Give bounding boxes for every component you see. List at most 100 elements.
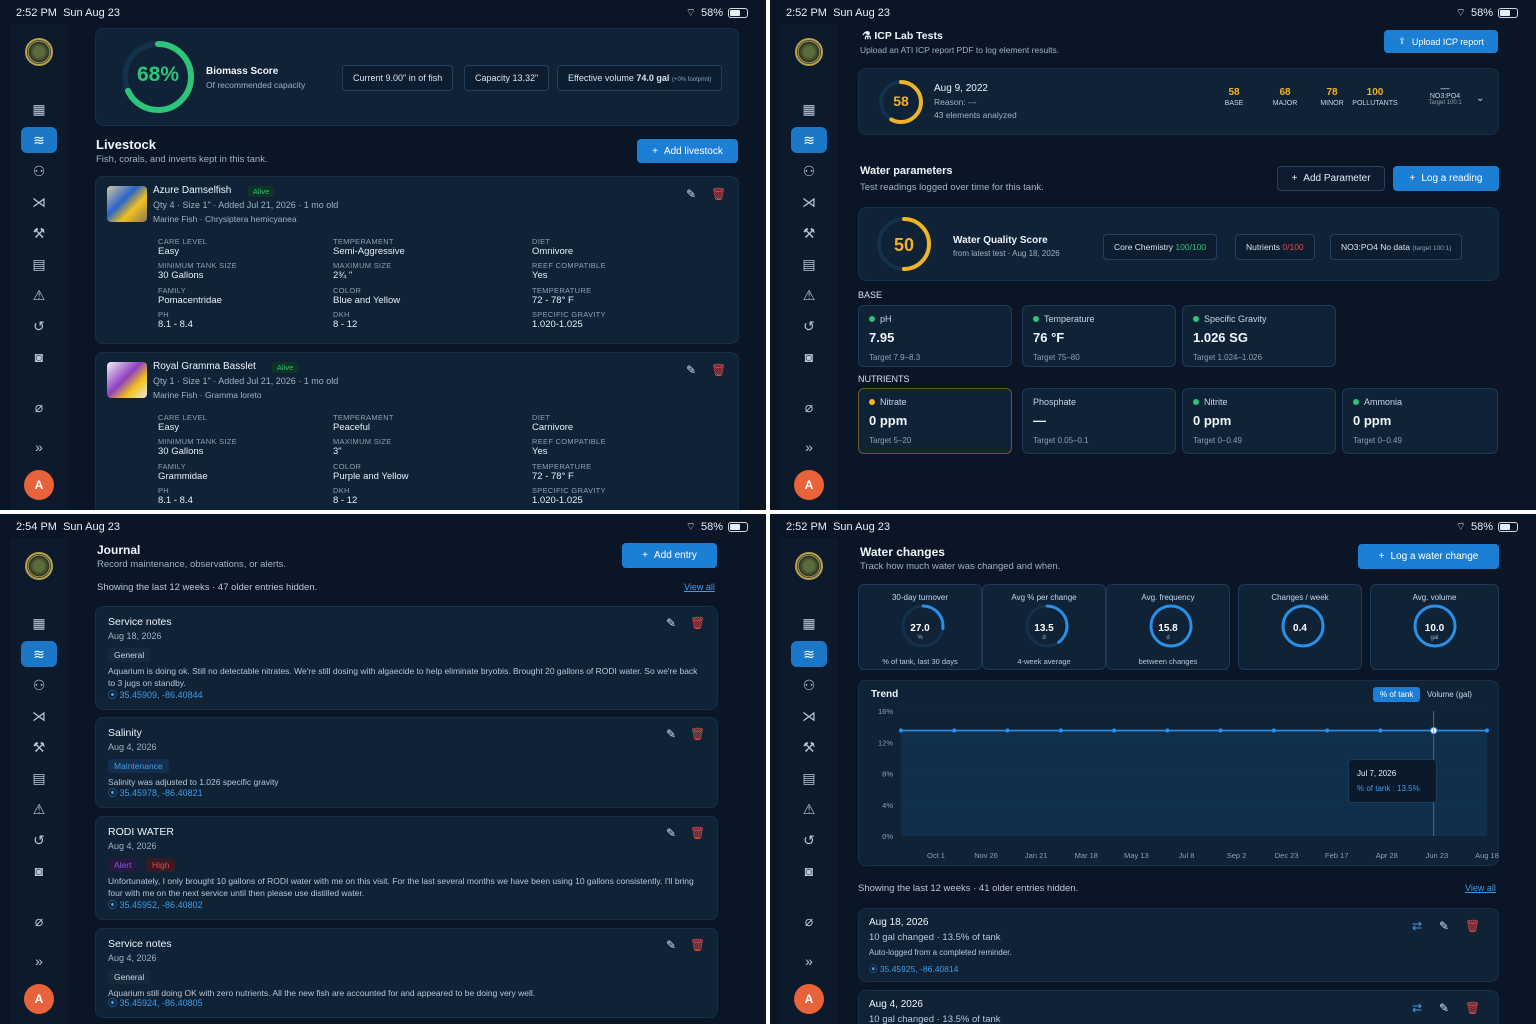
- nav-clipboard[interactable]: ▤: [21, 251, 57, 277]
- journal-entry[interactable]: Service notes Aug 18, 2026 General Aquarium…: [95, 606, 718, 710]
- trash-icon[interactable]: 🗑: [690, 826, 706, 840]
- nav-wrench[interactable]: ⚒: [21, 220, 57, 246]
- trash-icon[interactable]: 🗑: [711, 187, 727, 201]
- nav-fish[interactable]: ⋊: [791, 703, 827, 729]
- data-point[interactable]: [1484, 728, 1490, 733]
- nav-alert[interactable]: ⚠: [21, 796, 57, 822]
- data-point[interactable]: [898, 728, 904, 733]
- nav-alert[interactable]: ⚠: [791, 796, 827, 822]
- nav-wrench[interactable]: ⚒: [791, 734, 827, 760]
- journal-entry[interactable]: Service notes Aug 4, 2026 General Aquarium …: [95, 928, 718, 1018]
- expand-nav-button[interactable]: »: [35, 953, 43, 969]
- edit-icon[interactable]: ✎: [1439, 1001, 1450, 1015]
- user-avatar[interactable]: A: [794, 984, 824, 1014]
- nav-history[interactable]: ↺: [21, 827, 57, 853]
- water-change-entry[interactable]: Aug 4, 2026 10 gal changed · 13.5% of tan…: [858, 990, 1499, 1024]
- nav-waves[interactable]: ≋: [791, 641, 827, 667]
- app-logo[interactable]: [25, 38, 53, 66]
- nav-dashboard[interactable]: ▦: [21, 610, 57, 636]
- journal-entry[interactable]: Salinity Aug 4, 2026 Maintenance Salinity w…: [95, 717, 718, 808]
- upload-icp-button[interactable]: ⇪ Upload ICP report: [1384, 30, 1498, 53]
- trash-icon[interactable]: 🗑: [690, 727, 706, 741]
- log-water-change-button[interactable]: + Log a water change: [1358, 544, 1499, 569]
- data-point[interactable]: [1325, 728, 1330, 733]
- nav-fish[interactable]: ⋊: [791, 189, 827, 215]
- data-point[interactable]: [1111, 728, 1117, 733]
- parameter-tile[interactable]: Temperature 76 °F Target 75–80: [1022, 305, 1176, 367]
- user-avatar[interactable]: A: [794, 470, 824, 500]
- parameter-tile[interactable]: Specific Gravity 1.026 SG Target 1.024–1.0…: [1182, 305, 1336, 367]
- edit-icon[interactable]: ✎: [686, 187, 697, 201]
- nav-camera[interactable]: ◙: [21, 344, 57, 370]
- entry-location[interactable]: ⦿ 35.45909, -86.40844: [108, 688, 203, 701]
- entry-location[interactable]: ⦿ 35.45925, -86.40814: [869, 963, 958, 975]
- nav-clipboard[interactable]: ▤: [791, 765, 827, 791]
- app-logo[interactable]: [795, 552, 823, 580]
- trash-icon[interactable]: 🗑: [690, 616, 706, 630]
- edit-icon[interactable]: ✎: [666, 616, 677, 630]
- livestock-card[interactable]: Royal Gramma Basslet Alive Qty 1 · Size 1"…: [95, 352, 739, 510]
- nav-waves[interactable]: ≋: [21, 127, 57, 153]
- toggle-percent-tank[interactable]: % of tank: [1373, 687, 1421, 702]
- nav-camera[interactable]: ◙: [791, 858, 827, 884]
- nav-history[interactable]: ↺: [791, 827, 827, 853]
- nav-alert[interactable]: ⚠: [791, 282, 827, 308]
- user-avatar[interactable]: A: [24, 470, 54, 500]
- nav-history[interactable]: ↺: [791, 313, 827, 339]
- journal-view-all-link[interactable]: View all: [684, 582, 715, 592]
- nav-camera[interactable]: ◙: [21, 858, 57, 884]
- nav-users[interactable]: ⚇: [21, 158, 57, 184]
- edit-icon[interactable]: ✎: [686, 363, 697, 377]
- nav-dashboard[interactable]: ▦: [791, 610, 827, 636]
- journal-entry[interactable]: RODI WATER Aug 4, 2026 Alert High Unfortunat…: [95, 816, 718, 920]
- parameter-tile[interactable]: Phosphate — Target 0.05–0.1: [1022, 388, 1176, 454]
- nav-pill[interactable]: ⌀: [21, 394, 57, 420]
- nav-users[interactable]: ⚇: [791, 158, 827, 184]
- add-livestock-button[interactable]: + Add livestock: [637, 139, 738, 163]
- edit-icon[interactable]: ✎: [1439, 919, 1450, 933]
- expand-nav-button[interactable]: »: [35, 439, 43, 455]
- parameter-tile[interactable]: Ammonia 0 ppm Target 0–0.49: [1342, 388, 1498, 454]
- nav-camera[interactable]: ◙: [791, 344, 827, 370]
- nav-dashboard[interactable]: ▦: [21, 96, 57, 122]
- data-point[interactable]: [1058, 728, 1063, 733]
- log-reading-button[interactable]: + Log a reading: [1393, 166, 1499, 191]
- nav-dashboard[interactable]: ▦: [791, 96, 827, 122]
- trash-icon[interactable]: 🗑: [1465, 1001, 1481, 1015]
- app-logo[interactable]: [25, 552, 53, 580]
- water-change-entry[interactable]: Aug 18, 2026 10 gal changed · 13.5% of ta…: [858, 908, 1499, 982]
- nav-clipboard[interactable]: ▤: [21, 765, 57, 791]
- toggle-volume[interactable]: Volume (gal): [1427, 690, 1472, 699]
- nav-users[interactable]: ⚇: [791, 672, 827, 698]
- nav-pill[interactable]: ⌀: [791, 908, 827, 934]
- data-point[interactable]: [1378, 728, 1383, 733]
- user-avatar[interactable]: A: [24, 984, 54, 1014]
- parameter-tile[interactable]: Nitrite 0 ppm Target 0–0.49: [1182, 388, 1336, 454]
- trash-icon[interactable]: 🗑: [711, 363, 727, 377]
- repeat-icon[interactable]: ⇄: [1412, 1001, 1423, 1015]
- entry-location[interactable]: ⦿ 35.45924, -86.40805: [108, 996, 203, 1009]
- nav-waves[interactable]: ≋: [791, 127, 827, 153]
- data-point[interactable]: [1005, 728, 1010, 733]
- add-entry-button[interactable]: + Add entry: [622, 543, 717, 568]
- data-point[interactable]: [952, 728, 957, 733]
- nav-fish[interactable]: ⋊: [21, 703, 57, 729]
- chevron-down-icon[interactable]: ⌄: [1476, 93, 1485, 104]
- nav-pill[interactable]: ⌀: [21, 908, 57, 934]
- add-parameter-button[interactable]: + Add Parameter: [1277, 166, 1385, 191]
- data-point[interactable]: [1271, 728, 1277, 733]
- trash-icon[interactable]: 🗑: [690, 938, 706, 952]
- parameter-tile[interactable]: pH 7.95 Target 7.9–8.3: [858, 305, 1012, 367]
- nav-pill[interactable]: ⌀: [791, 394, 827, 420]
- app-logo[interactable]: [795, 38, 823, 66]
- repeat-icon[interactable]: ⇄: [1412, 919, 1423, 933]
- changes-view-all-link[interactable]: View all: [1465, 883, 1496, 893]
- nav-clipboard[interactable]: ▤: [791, 251, 827, 277]
- edit-icon[interactable]: ✎: [666, 727, 677, 741]
- nav-history[interactable]: ↺: [21, 313, 57, 339]
- nav-wrench[interactable]: ⚒: [791, 220, 827, 246]
- edit-icon[interactable]: ✎: [666, 938, 677, 952]
- parameter-tile[interactable]: Nitrate 0 ppm Target 5–20: [858, 388, 1012, 454]
- trash-icon[interactable]: 🗑: [1465, 919, 1481, 933]
- expand-nav-button[interactable]: »: [805, 953, 813, 969]
